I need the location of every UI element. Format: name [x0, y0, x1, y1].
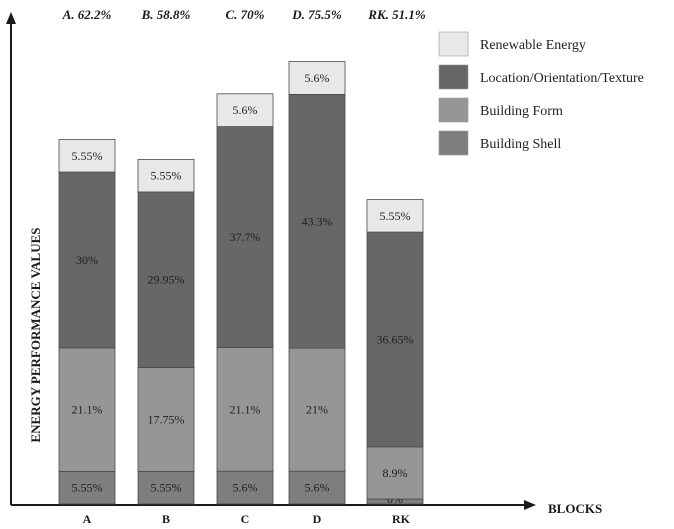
data-label-a-renewable-energy: 5.55% [72, 149, 103, 163]
legend-label-building-form: Building Form [480, 104, 563, 119]
x-tick-label-rk: RK [392, 512, 411, 526]
bar-a-location-orientation-texture [58, 171, 116, 349]
data-label-rk-building-form: 8.9% [383, 466, 408, 480]
legend: Renewable Energy Location/Orientation/Tex… [438, 31, 644, 156]
data-label-d-building-shell: 5.6% [305, 481, 330, 495]
legend-swatch-building-shell [438, 130, 469, 156]
data-label-d-building-form: 21% [306, 403, 328, 417]
bar-b-location-orientation-texture [137, 191, 195, 368]
x-tick-label-c: C [241, 512, 250, 526]
bar-b-renewable-energy [137, 159, 195, 193]
data-label-a-building-form: 21.1% [72, 403, 103, 417]
data-label-rk-location-orientation-texture: 36.65% [377, 332, 414, 346]
data-label-c-location-orientation-texture: 37.7% [230, 230, 261, 244]
bar-a-renewable-energy [58, 139, 116, 173]
legend-swatch-renewable-energy [438, 31, 469, 57]
data-label-d-location-orientation-texture: 43.3% [302, 214, 333, 228]
total-label-c: C. 70% [226, 7, 265, 22]
bar-c-location-orientation-texture [216, 126, 274, 348]
legend-swatch-location-orientation-texture [438, 64, 469, 90]
data-label-c-building-shell: 5.6% [233, 481, 258, 495]
data-label-c-building-form: 21.1% [230, 402, 261, 416]
data-label-c-renewable-energy: 5.6% [233, 103, 258, 117]
legend-label-building-shell: Building Shell [480, 137, 561, 152]
total-label-rk: RK. 51.1% [367, 7, 426, 22]
y-axis-arrow [6, 12, 16, 24]
total-label-d: D. 75.5% [291, 7, 342, 22]
bar-c-renewable-energy [216, 93, 274, 128]
bar-d-renewable-energy [288, 61, 346, 95]
legend-swatch-building-form [438, 97, 469, 123]
x-tick-label-b: B [162, 512, 170, 526]
bar-rk-renewable-energy [366, 199, 424, 233]
data-label-b-building-shell: 5.55% [151, 481, 182, 495]
data-label-b-building-form: 17.75% [148, 412, 185, 426]
axes: ENERGY PERFORMANCE VALUES BLOCKS [6, 12, 602, 516]
x-tick-label-d: D [313, 512, 322, 526]
data-label-b-renewable-energy: 5.55% [151, 169, 182, 183]
bar-rk-location-orientation-texture [366, 231, 424, 448]
bar-c-building-form [216, 347, 274, 472]
data-label-b-location-orientation-texture: 29.95% [148, 273, 185, 287]
x-axis-arrow [524, 500, 536, 510]
bar-d-building-shell [288, 470, 346, 505]
bar-b-building-form [137, 367, 195, 472]
bar-a-building-form [58, 347, 116, 472]
bar-d-location-orientation-texture [288, 93, 346, 349]
data-label-d-renewable-energy: 5.6% [305, 71, 330, 85]
data-label-rk-renewable-energy: 5.55% [380, 209, 411, 223]
total-label-b: B. 58.8% [141, 7, 191, 22]
bar-b-building-shell [137, 471, 195, 505]
bar-d-building-form [288, 347, 346, 472]
bar-rk-building-form [366, 446, 424, 500]
data-label-a-location-orientation-texture: 30% [76, 253, 98, 267]
total-label-a: A. 62.2% [62, 7, 112, 22]
y-axis-title: ENERGY PERFORMANCE VALUES [28, 227, 43, 442]
bars-group: 5.55% 21.1% 30% 5.55% A. 62.2% A 5.55% 17.75% 29… [58, 7, 426, 526]
legend-label-location-orientation-texture: Location/Orientation/Texture [480, 71, 644, 86]
x-axis-title: BLOCKS [548, 501, 602, 516]
legend-label-renewable-energy: Renewable Energy [480, 38, 586, 53]
data-label-a-building-shell: 5.55% [72, 481, 103, 495]
x-tick-label-a: A [83, 512, 92, 526]
